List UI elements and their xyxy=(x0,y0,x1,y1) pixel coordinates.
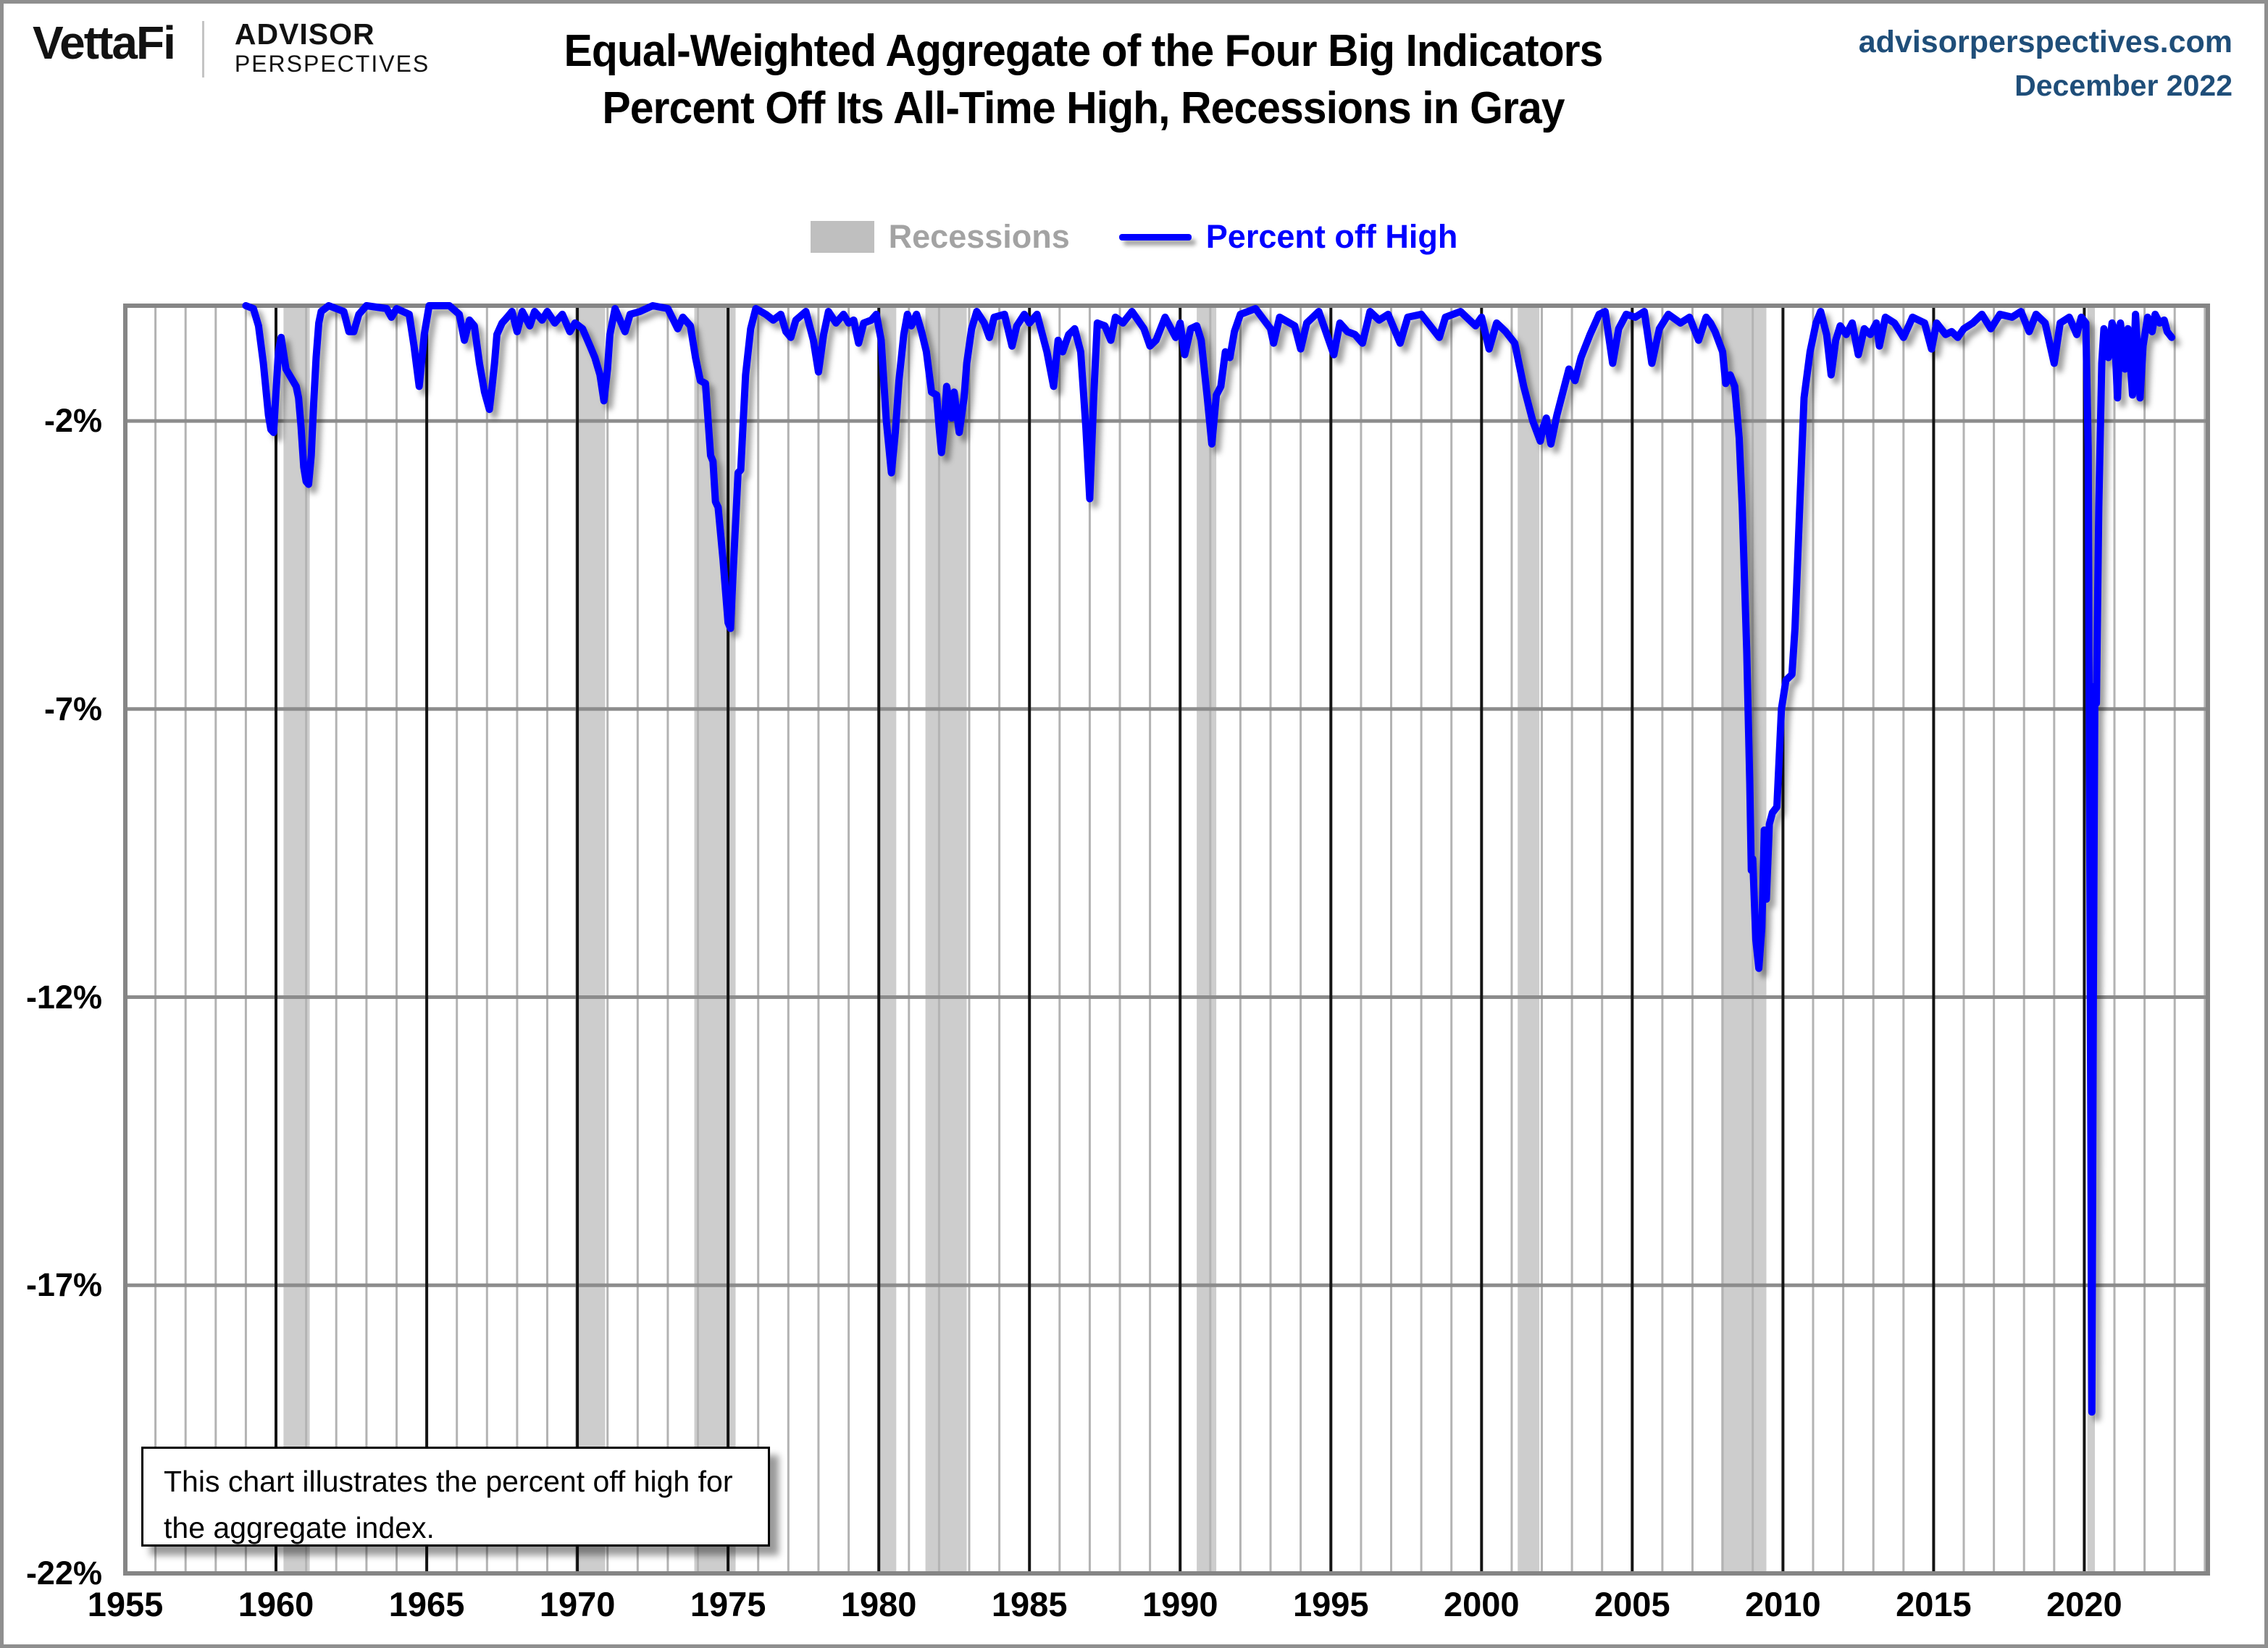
chart-title: Equal-Weighted Aggregate of the Four Big… xyxy=(347,22,1820,138)
x-tick-label: 2000 xyxy=(1444,1585,1520,1623)
logo-line2: PERSPECTIVES xyxy=(234,51,430,77)
x-axis: 1955 1960 1965 1970 1975 1980 1985 1990 1995 2000… xyxy=(88,1585,2208,1638)
x-tick-label: 1955 xyxy=(87,1585,164,1623)
y-tick-label: -22% xyxy=(25,1555,102,1591)
site-url: advisorperspectives.com xyxy=(1858,25,2233,59)
minor-year-gridlines xyxy=(154,306,2206,1573)
annotation-text: This chart illustrates the percent off h… xyxy=(164,1465,733,1544)
title-line-2: Percent Off Its All-Time High, Recession… xyxy=(602,83,1565,134)
legend: Recessions Percent off High xyxy=(4,218,2264,256)
plot-area xyxy=(123,302,2210,1576)
annotation-box: This chart illustrates the percent off h… xyxy=(141,1447,770,1547)
x-tick-label: 1975 xyxy=(690,1585,766,1623)
x-tick-label: 1995 xyxy=(1292,1585,1369,1623)
y-tick-label: -12% xyxy=(25,978,102,1016)
logo-line1: ADVISOR xyxy=(234,17,375,51)
percent-gridlines xyxy=(125,419,2208,1576)
x-tick-label: 1985 xyxy=(991,1585,1068,1623)
recessions-swatch xyxy=(810,221,874,253)
vettafi-logo: VettaFi xyxy=(33,17,176,69)
percent-off-high-line xyxy=(242,302,2176,1416)
x-tick-label: 2015 xyxy=(1896,1585,1972,1623)
x-tick-label: 1970 xyxy=(539,1585,616,1623)
x-tick-label: 1990 xyxy=(1142,1585,1218,1623)
y-tick-label: -7% xyxy=(43,690,102,727)
title-line-1: Equal-Weighted Aggregate of the Four Big… xyxy=(564,26,1604,76)
x-tick-label: 1965 xyxy=(388,1585,465,1623)
advisor-perspectives-logo: ADVISOR PERSPECTIVES xyxy=(234,17,430,77)
y-axis: -2% -7% -12% -17% -22% xyxy=(4,306,114,1589)
x-tick-label: 1980 xyxy=(840,1585,917,1623)
logo-divider xyxy=(201,21,204,78)
chart-date: December 2022 xyxy=(2014,69,2233,103)
x-tick-label: 1960 xyxy=(238,1585,314,1623)
x-tick-label: 2010 xyxy=(1745,1585,1821,1623)
major-year-gridlines xyxy=(275,306,2086,1573)
legend-series-label: Percent off High xyxy=(1205,218,1458,255)
x-tick-label: 2020 xyxy=(2046,1585,2122,1623)
series-line-swatch xyxy=(1118,233,1192,240)
logo: VettaFi ADVISOR PERSPECTIVES xyxy=(33,20,430,78)
y-tick-label: -2% xyxy=(43,402,102,440)
recession-bands xyxy=(283,306,2095,1573)
y-tick-label: -17% xyxy=(25,1266,102,1304)
source-attribution: advisorperspectives.com December 2022 xyxy=(1859,20,2233,108)
plot-border xyxy=(123,304,2210,1576)
x-tick-label: 2005 xyxy=(1594,1585,1670,1623)
legend-recessions-label: Recessions xyxy=(888,218,1070,255)
